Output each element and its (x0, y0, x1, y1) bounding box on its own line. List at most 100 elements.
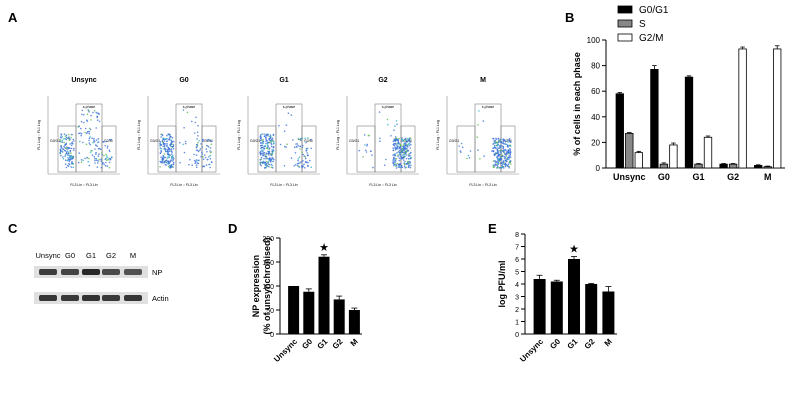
blot-row-label: Actin (152, 294, 169, 303)
bar-g2m-g2 (738, 48, 747, 169)
y-tick-label: 5 (515, 270, 519, 277)
bar-g2 (333, 299, 345, 334)
y-tick-label: 80 (591, 62, 600, 71)
legend-swatch (617, 5, 633, 14)
x-tick-label: G2 (727, 172, 739, 182)
legend-label: G2/M (639, 33, 663, 44)
flow-g0g1-label: G0/G1 (349, 139, 359, 143)
y-axis-title: % of cells in each phase (572, 52, 582, 156)
flow-s-label: s-phase (283, 105, 296, 109)
flow-g2m-gate (101, 125, 117, 173)
flow-plot-title: M (480, 77, 486, 84)
bar-m (602, 291, 615, 334)
y-tick-label: 50 (266, 308, 274, 315)
flow-s-gate (275, 103, 303, 173)
x-tick-label: G0 (658, 172, 670, 182)
flow-plot-title: Unsync (71, 77, 96, 84)
flow-dot-cloud (458, 110, 512, 169)
legend-swatch (617, 33, 633, 42)
y-tick-label: 150 (262, 260, 274, 267)
flow-y-axis-label: FL1 Log :: FL1 Log (436, 120, 440, 150)
blot-lane-label: G2 (106, 251, 116, 260)
y-axis-title-line1: NP expression (251, 255, 261, 317)
y-tick-label: 200 (262, 236, 274, 243)
bar-s-g1 (694, 163, 703, 169)
x-tick-label: G0 (548, 337, 562, 351)
flow-s-gate (175, 103, 203, 173)
legend-label: S (639, 19, 646, 30)
x-tick-label: M (603, 337, 614, 348)
legend-label: G0/G1 (639, 5, 669, 16)
y-tick-label: 20 (591, 138, 600, 147)
flow-s-label: s-phase (382, 105, 395, 109)
x-tick-label: G1 (566, 337, 580, 351)
flow-g0g1-label: G0/G1 (449, 139, 459, 143)
panel-letter-b: B (565, 10, 574, 25)
bar-g2 (585, 284, 598, 334)
flow-g0g1-label: G0/G1 (50, 139, 60, 143)
bar-unsync (288, 286, 300, 334)
bar-g0 (550, 281, 563, 334)
panel-letter-c: C (8, 221, 18, 236)
x-tick-label: Unsync (272, 337, 299, 364)
bar-g0g1-unsync (615, 93, 624, 169)
flow-g0g1-gate (157, 125, 177, 173)
flow-x-axis-label: FL3 Lin :: FL3 Lin (170, 183, 197, 187)
np-expression-chart: 0 50 100 150 200 Unsync G0 ★ G1 G2 M NP expression(… (251, 236, 362, 364)
bar-unsync (533, 279, 546, 334)
flow-g2m-label: G2/M (503, 139, 512, 143)
flow-dot-cloud (59, 109, 113, 169)
x-tick-label: G0 (300, 337, 314, 351)
panel-letter-e: E (488, 221, 497, 236)
y-axis-title: log PFU/ml (497, 261, 507, 308)
flow-x-axis-label: FL3 Lin :: FL3 Lin (70, 183, 97, 187)
significance-star: ★ (569, 244, 579, 256)
x-tick-label: G1 (692, 172, 704, 182)
bar-g0g1-m (754, 165, 763, 169)
blot-band (39, 269, 57, 275)
y-tick-label: 2 (515, 307, 519, 314)
x-tick-label: Unsync (518, 337, 545, 364)
bar-g0 (303, 291, 315, 334)
blot-band (82, 269, 100, 275)
blot-lane-label: M (130, 251, 136, 260)
y-tick-label: 100 (587, 36, 601, 45)
x-tick-label: Unsync (613, 172, 646, 182)
bar-g1 (568, 259, 580, 334)
flow-g0g1-label: G0/G1 (250, 139, 260, 143)
flow-g2m-label: G2/M (104, 139, 113, 143)
flow-dot-cloud (259, 112, 313, 169)
bar-g2m-g1 (703, 136, 713, 169)
blot-band (124, 295, 142, 301)
bar-m (348, 310, 360, 334)
significance-star: ★ (319, 242, 329, 254)
x-tick-label: G2 (583, 337, 597, 351)
flow-x-axis-label: FL3 Lin :: FL3 Lin (270, 183, 297, 187)
x-tick-label: M (764, 172, 772, 182)
blot-lane-label: Unsync (35, 251, 60, 260)
flow-s-label: s-phase (482, 105, 495, 109)
bar-s-g0 (659, 163, 669, 169)
flow-s-label: s-phase (83, 105, 96, 109)
flow-g2m-gate (500, 125, 516, 173)
western-blot-panel: Unsync G0 G1 G2 M NP Actin (34, 251, 169, 304)
bar-s-g2 (728, 163, 738, 169)
bar-s-m (763, 166, 772, 169)
y-tick-label: 4 (515, 282, 519, 289)
y-tick-label: 8 (515, 232, 519, 239)
y-axis-title-line2: (% of unsynchronised) (262, 237, 272, 334)
flow-g0g1-gate (257, 125, 277, 173)
x-tick-label: G1 (316, 337, 330, 351)
flow-g0g1-label: G0/G1 (150, 139, 160, 143)
cell-cycle-phase-chart: 0 20 40 60 80 100 % of cells in each phase Unsy… (572, 5, 785, 182)
blot-band (102, 295, 120, 301)
y-tick-label: 100 (262, 284, 274, 291)
flow-x-axis-label: FL3 Lin :: FL3 Lin (469, 183, 496, 187)
flow-y-axis-label: FL1 Log :: FL1 Log (137, 120, 141, 150)
bar-g1 (318, 256, 330, 334)
